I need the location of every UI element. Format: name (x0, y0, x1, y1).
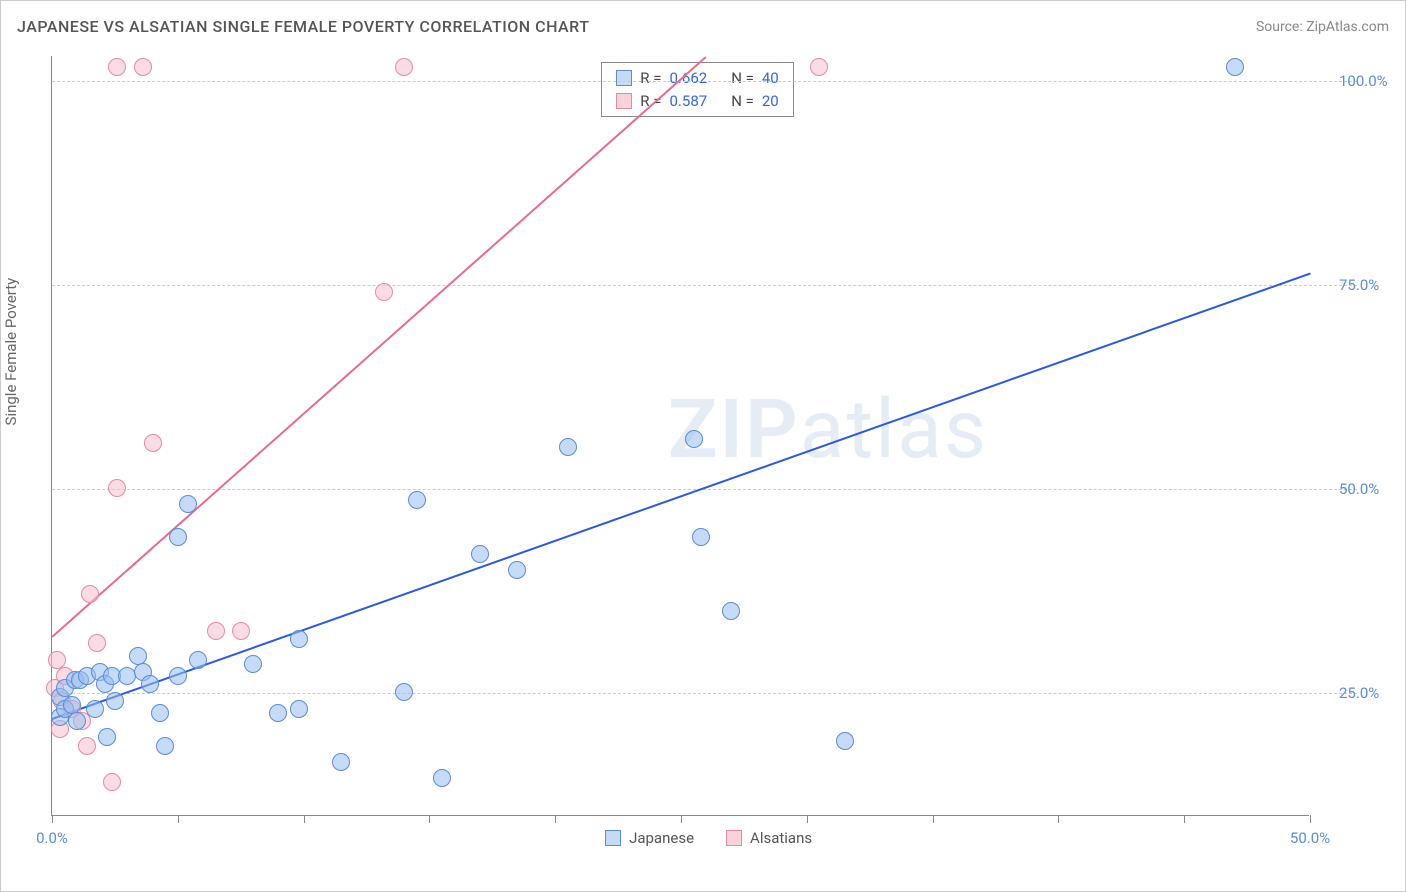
n-label: N = (731, 67, 754, 90)
grid-line (52, 81, 1357, 82)
watermark: ZIPatlas (668, 382, 988, 478)
correlation-legend: R =0.662N =40R =0.587N =20 (601, 62, 793, 117)
data-point-japanese (63, 696, 81, 714)
y-tick-label: 75.0% (1339, 276, 1399, 294)
x-tick (933, 815, 934, 823)
x-tick (555, 815, 556, 823)
data-point-alsatians (375, 283, 393, 301)
data-point-japanese (332, 753, 350, 771)
grid-line (52, 693, 1357, 694)
data-point-japanese (179, 495, 197, 513)
data-point-japanese (156, 737, 174, 755)
legend-stat-row: R = 0.587 N = 20 (616, 90, 778, 113)
legend-swatch (616, 93, 632, 109)
n-value: 20 (762, 90, 779, 113)
y-tick-label: 50.0% (1339, 480, 1399, 498)
x-tick (429, 815, 430, 823)
legend-swatch (726, 830, 742, 846)
data-point-alsatians (395, 58, 413, 76)
data-point-alsatians (81, 585, 99, 603)
x-tick (178, 815, 179, 823)
data-point-japanese (129, 647, 147, 665)
chart-title: JAPANESE VS ALSATIAN SINGLE FEMALE POVER… (17, 17, 589, 36)
data-point-japanese (692, 528, 710, 546)
data-point-japanese (433, 769, 451, 787)
plot-area: ZIPatlas R =0.662N =40R =0.587N =20 Japa… (51, 56, 1309, 816)
data-point-japanese (141, 675, 159, 693)
data-point-alsatians (48, 651, 66, 669)
y-tick-label: 100.0% (1339, 72, 1399, 90)
n-value: 40 (762, 67, 779, 90)
data-point-japanese (269, 704, 287, 722)
watermark-bold: ZIP (668, 382, 800, 478)
data-point-japanese (290, 700, 308, 718)
x-tick-label: 50.0% (1290, 829, 1330, 847)
data-point-japanese (290, 630, 308, 648)
data-point-japanese (98, 728, 116, 746)
data-point-alsatians (78, 737, 96, 755)
r-value: 0.587 (670, 90, 708, 113)
data-point-alsatians (108, 58, 126, 76)
x-tick (1310, 815, 1311, 823)
x-tick-label: 0.0% (36, 829, 68, 847)
data-point-japanese (106, 692, 124, 710)
data-point-japanese (395, 683, 413, 701)
legend-swatch (605, 830, 621, 846)
grid-line (52, 285, 1357, 286)
y-tick-label: 25.0% (1339, 684, 1399, 702)
data-point-alsatians (103, 773, 121, 791)
data-point-japanese (471, 545, 489, 563)
legend-series-label: Japanese (629, 829, 694, 847)
x-tick (681, 815, 682, 823)
r-label: R = (640, 67, 661, 90)
x-tick (52, 815, 53, 823)
x-tick (807, 815, 808, 823)
chart-container: JAPANESE VS ALSATIAN SINGLE FEMALE POVER… (0, 0, 1406, 892)
y-axis-label: Single Female Poverty (2, 278, 20, 426)
legend-swatch (616, 70, 632, 86)
data-point-alsatians (88, 634, 106, 652)
data-point-japanese (508, 561, 526, 579)
legend-series-label: Alsatians (750, 829, 812, 847)
legend-series-item: Japanese (605, 829, 694, 847)
trend-line-japanese (52, 273, 1311, 720)
grid-line (52, 489, 1357, 490)
legend-stat-row: R =0.662N =40 (616, 67, 778, 90)
data-point-japanese (722, 602, 740, 620)
data-point-japanese (685, 430, 703, 448)
data-point-alsatians (207, 622, 225, 640)
data-point-japanese (244, 655, 262, 673)
data-point-japanese (86, 700, 104, 718)
data-point-japanese (408, 491, 426, 509)
data-point-japanese (169, 667, 187, 685)
r-label: R = (640, 90, 661, 113)
data-point-alsatians (232, 622, 250, 640)
data-point-japanese (189, 651, 207, 669)
legend-series-item: Alsatians (726, 829, 812, 847)
data-point-japanese (559, 438, 577, 456)
data-point-japanese (68, 712, 86, 730)
x-tick (1058, 815, 1059, 823)
data-point-japanese (1226, 58, 1244, 76)
chart-header: JAPANESE VS ALSATIAN SINGLE FEMALE POVER… (17, 17, 1389, 36)
n-label: N = (731, 90, 754, 113)
data-point-japanese (151, 704, 169, 722)
data-point-alsatians (108, 479, 126, 497)
data-point-alsatians (810, 58, 828, 76)
data-point-japanese (836, 732, 854, 750)
trend-line-alsatians (51, 56, 706, 638)
x-tick (1184, 815, 1185, 823)
chart-source: Source: ZipAtlas.com (1256, 19, 1389, 35)
data-point-alsatians (134, 58, 152, 76)
series-legend: Japanese Alsatians (605, 829, 812, 847)
data-point-alsatians (144, 434, 162, 452)
data-point-japanese (169, 528, 187, 546)
x-tick (304, 815, 305, 823)
